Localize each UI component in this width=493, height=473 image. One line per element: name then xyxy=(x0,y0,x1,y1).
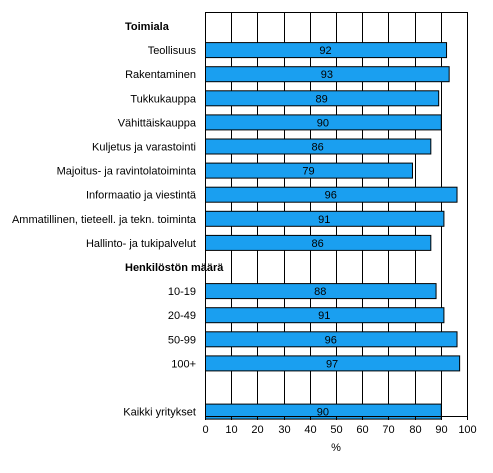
tick-label: 20 xyxy=(251,424,263,436)
category-label: Teollisuus xyxy=(148,45,197,57)
category-label: Hallinto- ja tukipalvelut xyxy=(86,238,196,250)
category-label: Kaikki yritykset xyxy=(123,407,196,419)
value-label: 89 xyxy=(315,93,327,105)
tick-label: 80 xyxy=(409,424,421,436)
tick-label: 90 xyxy=(435,424,447,436)
category-label: Kuljetus ja varastointi xyxy=(92,142,196,154)
category-labels: Toimiala Teollisuus Rakentaminen Tukkukaupp… xyxy=(12,21,224,419)
category-label: 20-49 xyxy=(168,310,196,322)
x-axis-title: % xyxy=(331,442,341,454)
tick-label: 40 xyxy=(304,424,316,436)
value-label: 90 xyxy=(317,117,329,129)
tick-label: 0 xyxy=(202,424,208,436)
category-label: Informaatio ja viestintä xyxy=(86,190,197,202)
category-label: 10-19 xyxy=(168,286,196,298)
plot-frame xyxy=(205,12,468,417)
group-label: Henkilöstön määrä xyxy=(125,262,224,274)
value-label: 79 xyxy=(302,166,314,178)
tick-label: 100 xyxy=(458,424,476,436)
tick-label: 60 xyxy=(356,424,368,436)
category-label: Rakentaminen xyxy=(125,69,196,81)
value-label: 96 xyxy=(325,190,337,202)
category-label: Tukkukauppa xyxy=(130,93,197,105)
value-label: 93 xyxy=(321,69,333,81)
category-label: Majoitus- ja ravintolatoiminta xyxy=(57,166,197,178)
value-label: 96 xyxy=(325,334,337,346)
value-labels: 92 93 89 90 86 79 96 91 86 88 91 96 97 90 xyxy=(302,45,338,419)
value-label: 90 xyxy=(317,407,329,419)
value-label: 86 xyxy=(312,238,324,250)
tick-label: 70 xyxy=(382,424,394,436)
category-label: Vähittäiskauppa xyxy=(118,117,197,129)
value-label: 91 xyxy=(318,310,330,322)
category-label: Ammatillinen, tieteell. ja tekn. toimint… xyxy=(12,214,197,226)
value-label: 88 xyxy=(314,286,326,298)
value-label: 91 xyxy=(318,214,330,226)
tick-label: 30 xyxy=(278,424,290,436)
group-label: Toimiala xyxy=(125,21,170,33)
value-label: 92 xyxy=(319,45,331,57)
value-label: 86 xyxy=(312,142,324,154)
tick-label: 50 xyxy=(330,424,342,436)
value-label: 97 xyxy=(326,358,338,370)
tick-label: 10 xyxy=(225,424,237,436)
category-label: 50-99 xyxy=(168,334,196,346)
category-label: 100+ xyxy=(171,358,196,370)
